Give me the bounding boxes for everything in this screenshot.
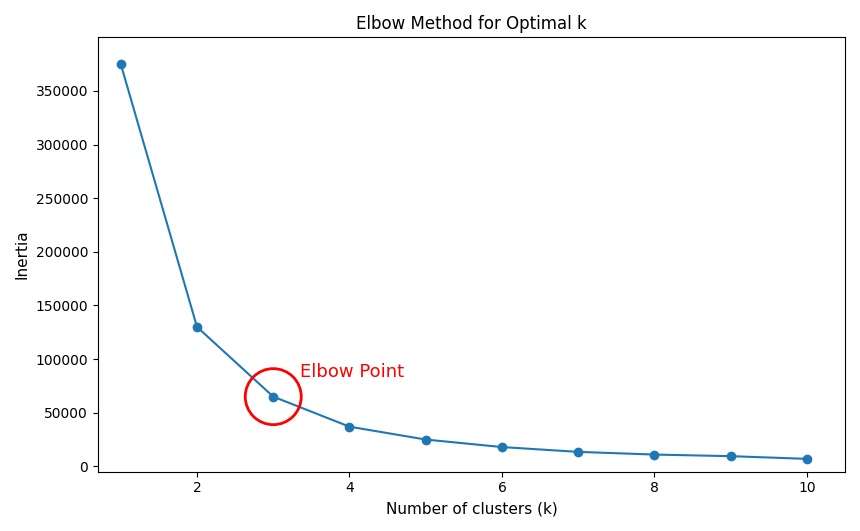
X-axis label: Number of clusters (k): Number of clusters (k) xyxy=(385,501,557,516)
Title: Elbow Method for Optimal k: Elbow Method for Optimal k xyxy=(356,15,587,33)
Text: Elbow Point: Elbow Point xyxy=(300,363,404,381)
Y-axis label: Inertia: Inertia xyxy=(15,230,30,279)
